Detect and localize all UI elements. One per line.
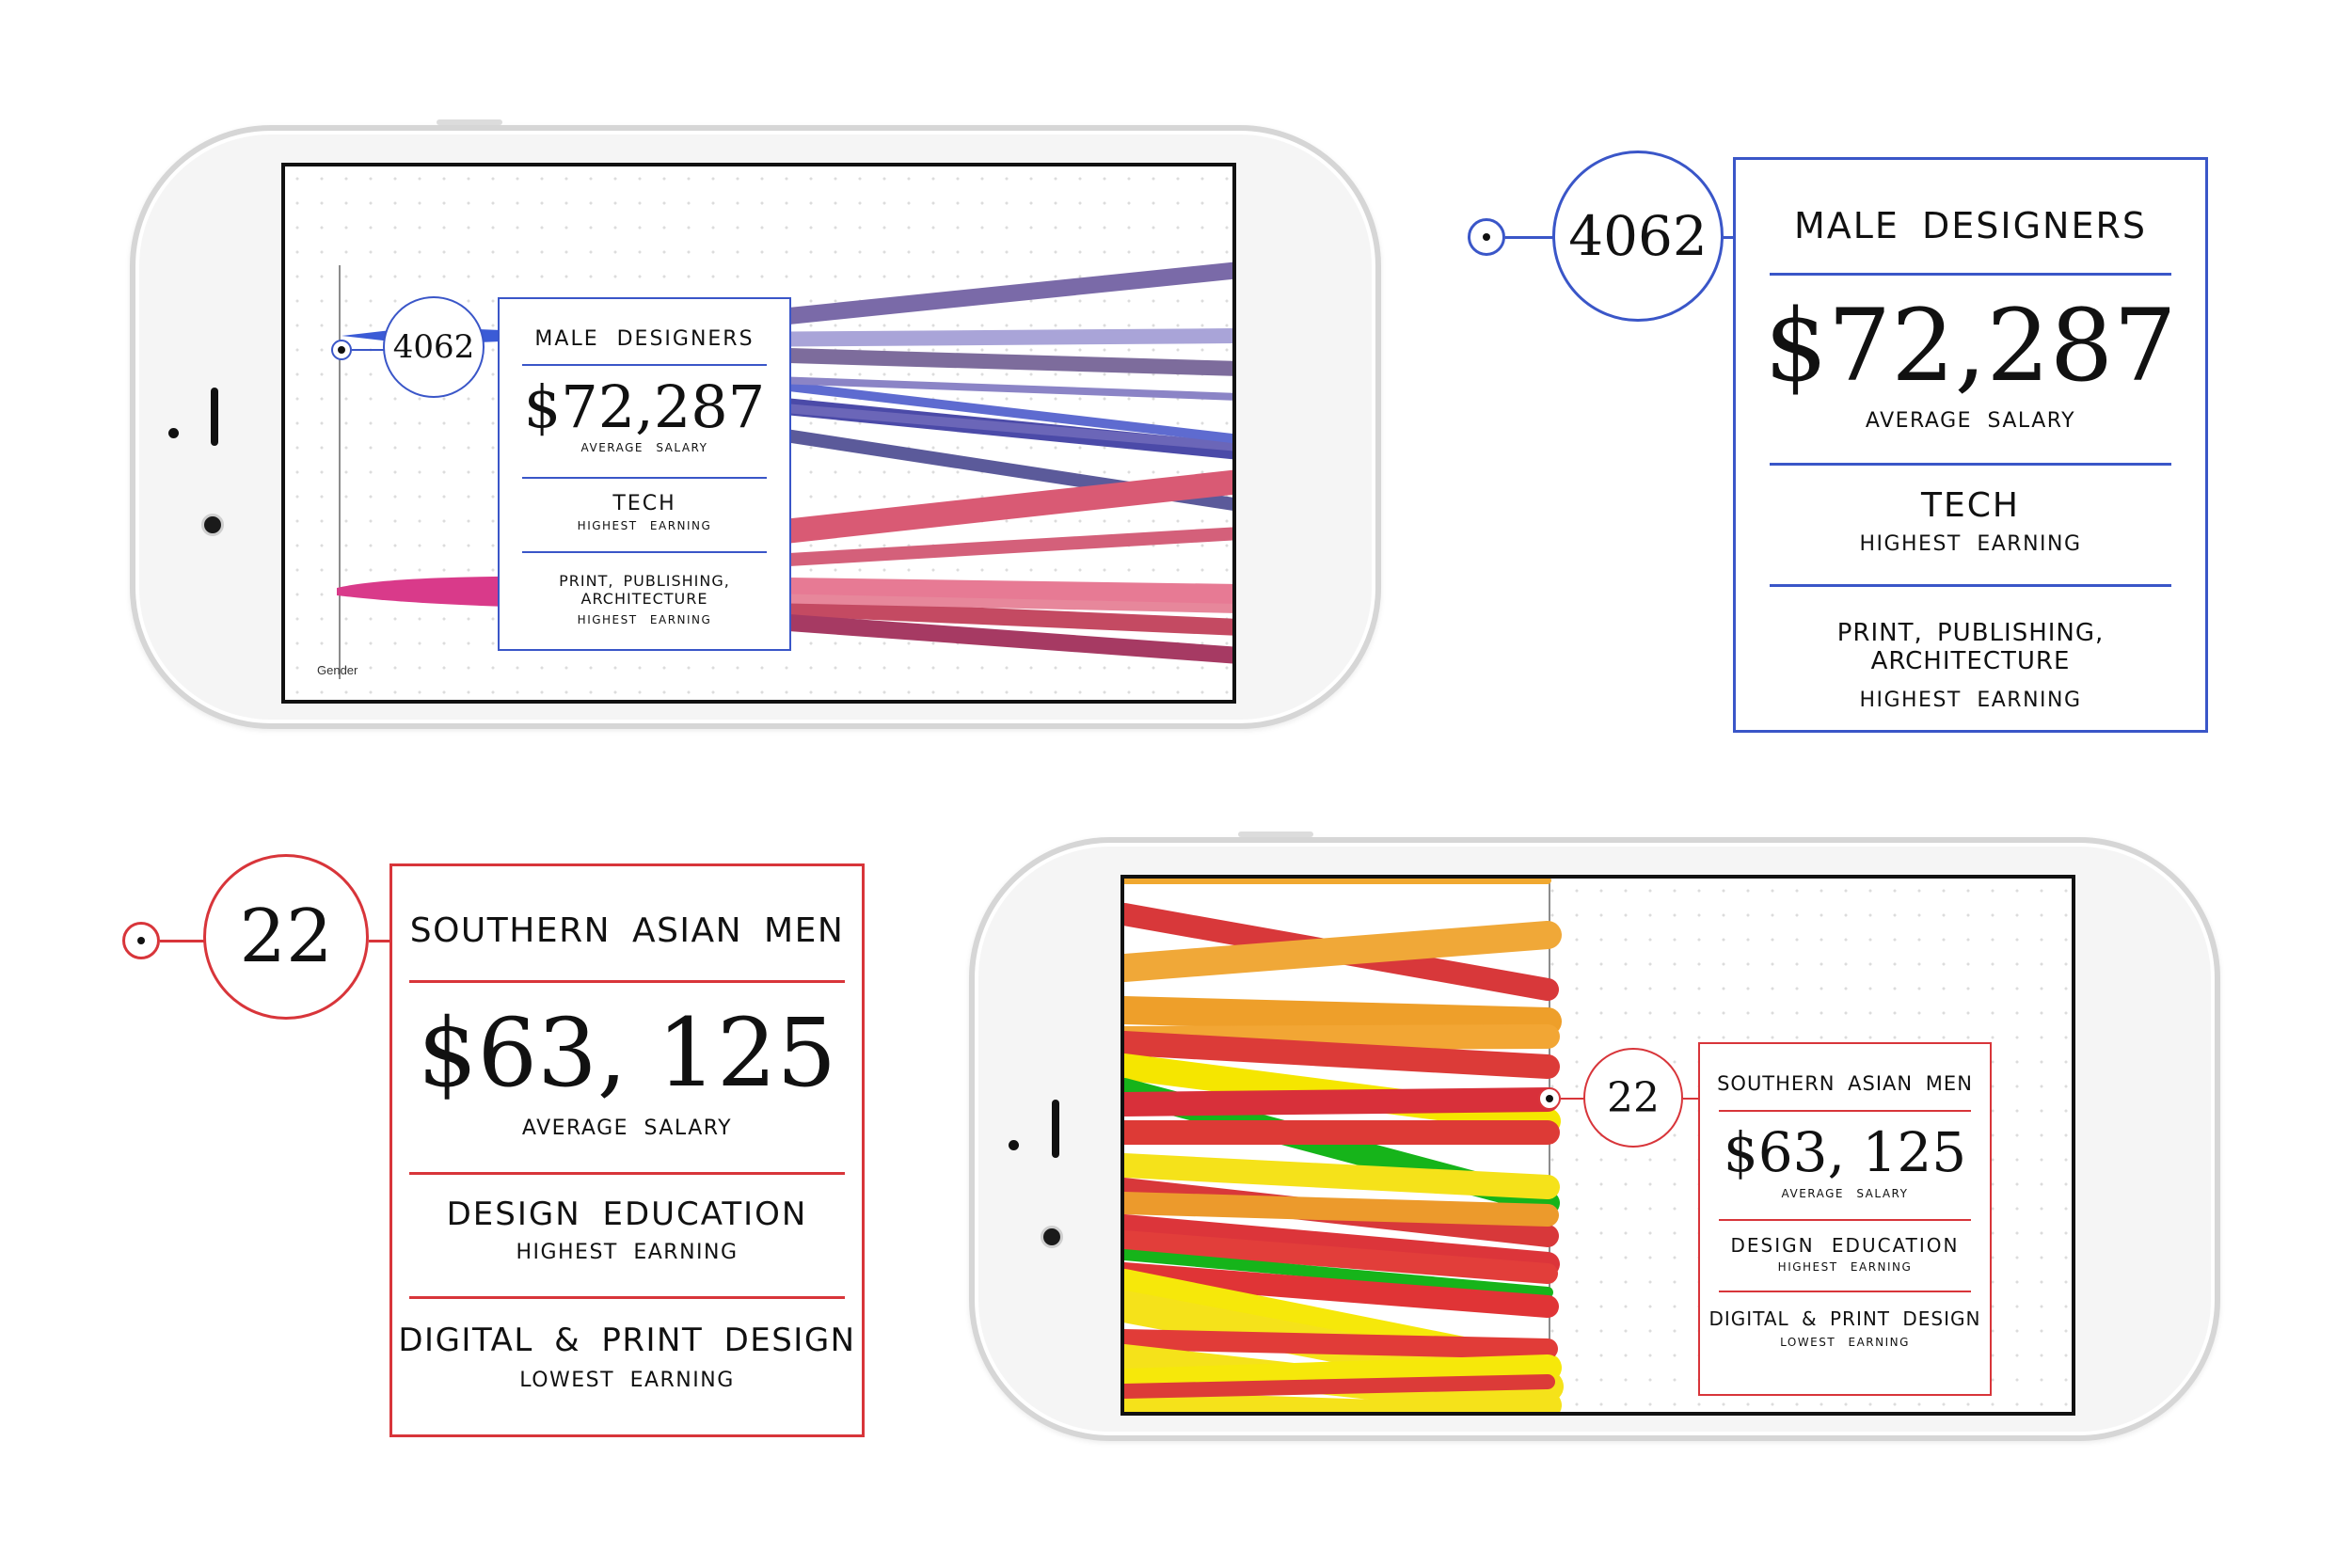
card-title: MALE DESIGNERS xyxy=(534,327,755,351)
male-designers-card: MALE DESIGNERS $72,287 AVERAGE SALARY TE… xyxy=(1733,157,2208,733)
divider xyxy=(522,364,767,366)
phone-bottom-button xyxy=(1238,832,1313,837)
divider xyxy=(1770,463,2171,466)
highest-label: HIGHEST EARNING xyxy=(1859,532,2082,556)
connector-line xyxy=(1724,236,1735,239)
phone-bottom: 22 SOUTHERN ASIAN MEN $63, 125 AVERAGE S… xyxy=(969,832,2220,1441)
lowest-label: LOWEST EARNING xyxy=(1780,1336,1910,1349)
sensor-icon xyxy=(168,428,179,438)
connector-line xyxy=(352,349,384,351)
connector-line xyxy=(1505,236,1554,239)
highest-label: HIGHEST EARNING xyxy=(577,519,712,532)
divider xyxy=(1719,1219,1971,1221)
highest-field: DESIGN EDUCATION xyxy=(1730,1234,1960,1257)
phone-top-screen: Gender 4062 MALE DESIGNERS $72,287 AVERA… xyxy=(281,163,1236,704)
connector-line xyxy=(160,940,205,942)
count-bubble: 22 xyxy=(1583,1048,1683,1148)
connector-line xyxy=(1561,1098,1585,1100)
count-value: 4062 xyxy=(392,328,475,366)
divider xyxy=(409,1296,845,1299)
camera-icon xyxy=(1041,1226,1063,1248)
count-bubble: 4062 xyxy=(383,296,485,398)
count-bubble: 4062 xyxy=(1552,150,1724,322)
count-bubble: 22 xyxy=(203,854,369,1020)
sensor-icon xyxy=(1009,1140,1019,1150)
phone-top-button xyxy=(437,119,502,125)
average-salary-value: $63, 125 xyxy=(417,998,837,1108)
average-salary-value: $63, 125 xyxy=(1723,1120,1967,1184)
speaker-icon xyxy=(211,388,218,446)
divider xyxy=(522,477,767,479)
divider xyxy=(409,980,845,983)
lowest-field: DIGITAL & PRINT DESIGN xyxy=(398,1322,856,1359)
count-value: 22 xyxy=(1607,1073,1660,1122)
second-field: PRINT, PUBLISHING, ARCHITECTURE xyxy=(1836,619,2105,675)
average-salary-label: AVERAGE SALARY xyxy=(521,1117,733,1140)
divider xyxy=(1719,1291,1971,1292)
highest-label: HIGHEST EARNING xyxy=(516,1241,739,1264)
divider xyxy=(1770,273,2171,276)
phone-top: Gender 4062 MALE DESIGNERS $72,287 AVERA… xyxy=(130,119,1381,729)
average-salary-value: $72,287 xyxy=(523,372,766,441)
pin-marker-icon[interactable] xyxy=(1468,218,1505,256)
divider xyxy=(522,551,767,553)
ethnicity-flow-chart xyxy=(1124,879,1564,1412)
lowest-label: LOWEST EARNING xyxy=(519,1369,735,1392)
card-title: MALE DESIGNERS xyxy=(1793,205,2148,246)
connector-line xyxy=(369,940,391,942)
lowest-field: DIGITAL & PRINT DESIGN xyxy=(1708,1307,1981,1330)
speaker-icon xyxy=(1052,1100,1059,1158)
highest-field: TECH xyxy=(1921,486,2020,525)
average-salary-label: AVERAGE SALARY xyxy=(1865,409,2076,433)
southern-asian-men-card: SOUTHERN ASIAN MEN $63, 125 AVERAGE SALA… xyxy=(389,863,865,1437)
divider xyxy=(1770,584,2171,587)
pin-marker-icon[interactable] xyxy=(122,922,160,959)
male-designers-card-small: MALE DESIGNERS $72,287 AVERAGE SALARY TE… xyxy=(498,297,791,651)
second-label: HIGHEST EARNING xyxy=(577,613,712,626)
second-field: PRINT, PUBLISHING, ARCHITECTURE xyxy=(559,572,730,608)
southern-asian-men-card-small: SOUTHERN ASIAN MEN $63, 125 AVERAGE SALA… xyxy=(1698,1042,1992,1396)
average-salary-value: $72,287 xyxy=(1764,288,2177,404)
highest-field: TECH xyxy=(612,492,676,515)
highest-label: HIGHEST EARNING xyxy=(1777,1260,1913,1274)
phone-bottom-screen: 22 SOUTHERN ASIAN MEN $63, 125 AVERAGE S… xyxy=(1120,875,2075,1416)
card-title: SOUTHERN ASIAN MEN xyxy=(1717,1072,1973,1095)
divider xyxy=(1719,1110,1971,1112)
average-salary-label: AVERAGE SALARY xyxy=(1781,1187,1909,1200)
camera-icon xyxy=(201,514,224,536)
highest-field: DESIGN EDUCATION xyxy=(446,1196,808,1233)
count-value: 22 xyxy=(239,895,333,979)
connector-line xyxy=(1683,1098,1700,1100)
card-title: SOUTHERN ASIAN MEN xyxy=(409,911,845,950)
divider xyxy=(409,1172,845,1175)
average-salary-label: AVERAGE SALARY xyxy=(580,441,708,454)
count-value: 4062 xyxy=(1568,204,1708,268)
second-label: HIGHEST EARNING xyxy=(1859,689,2082,712)
axis-label: Gender xyxy=(317,663,358,677)
pin-marker-icon[interactable] xyxy=(1538,1087,1561,1110)
pin-marker-icon[interactable] xyxy=(331,340,352,360)
